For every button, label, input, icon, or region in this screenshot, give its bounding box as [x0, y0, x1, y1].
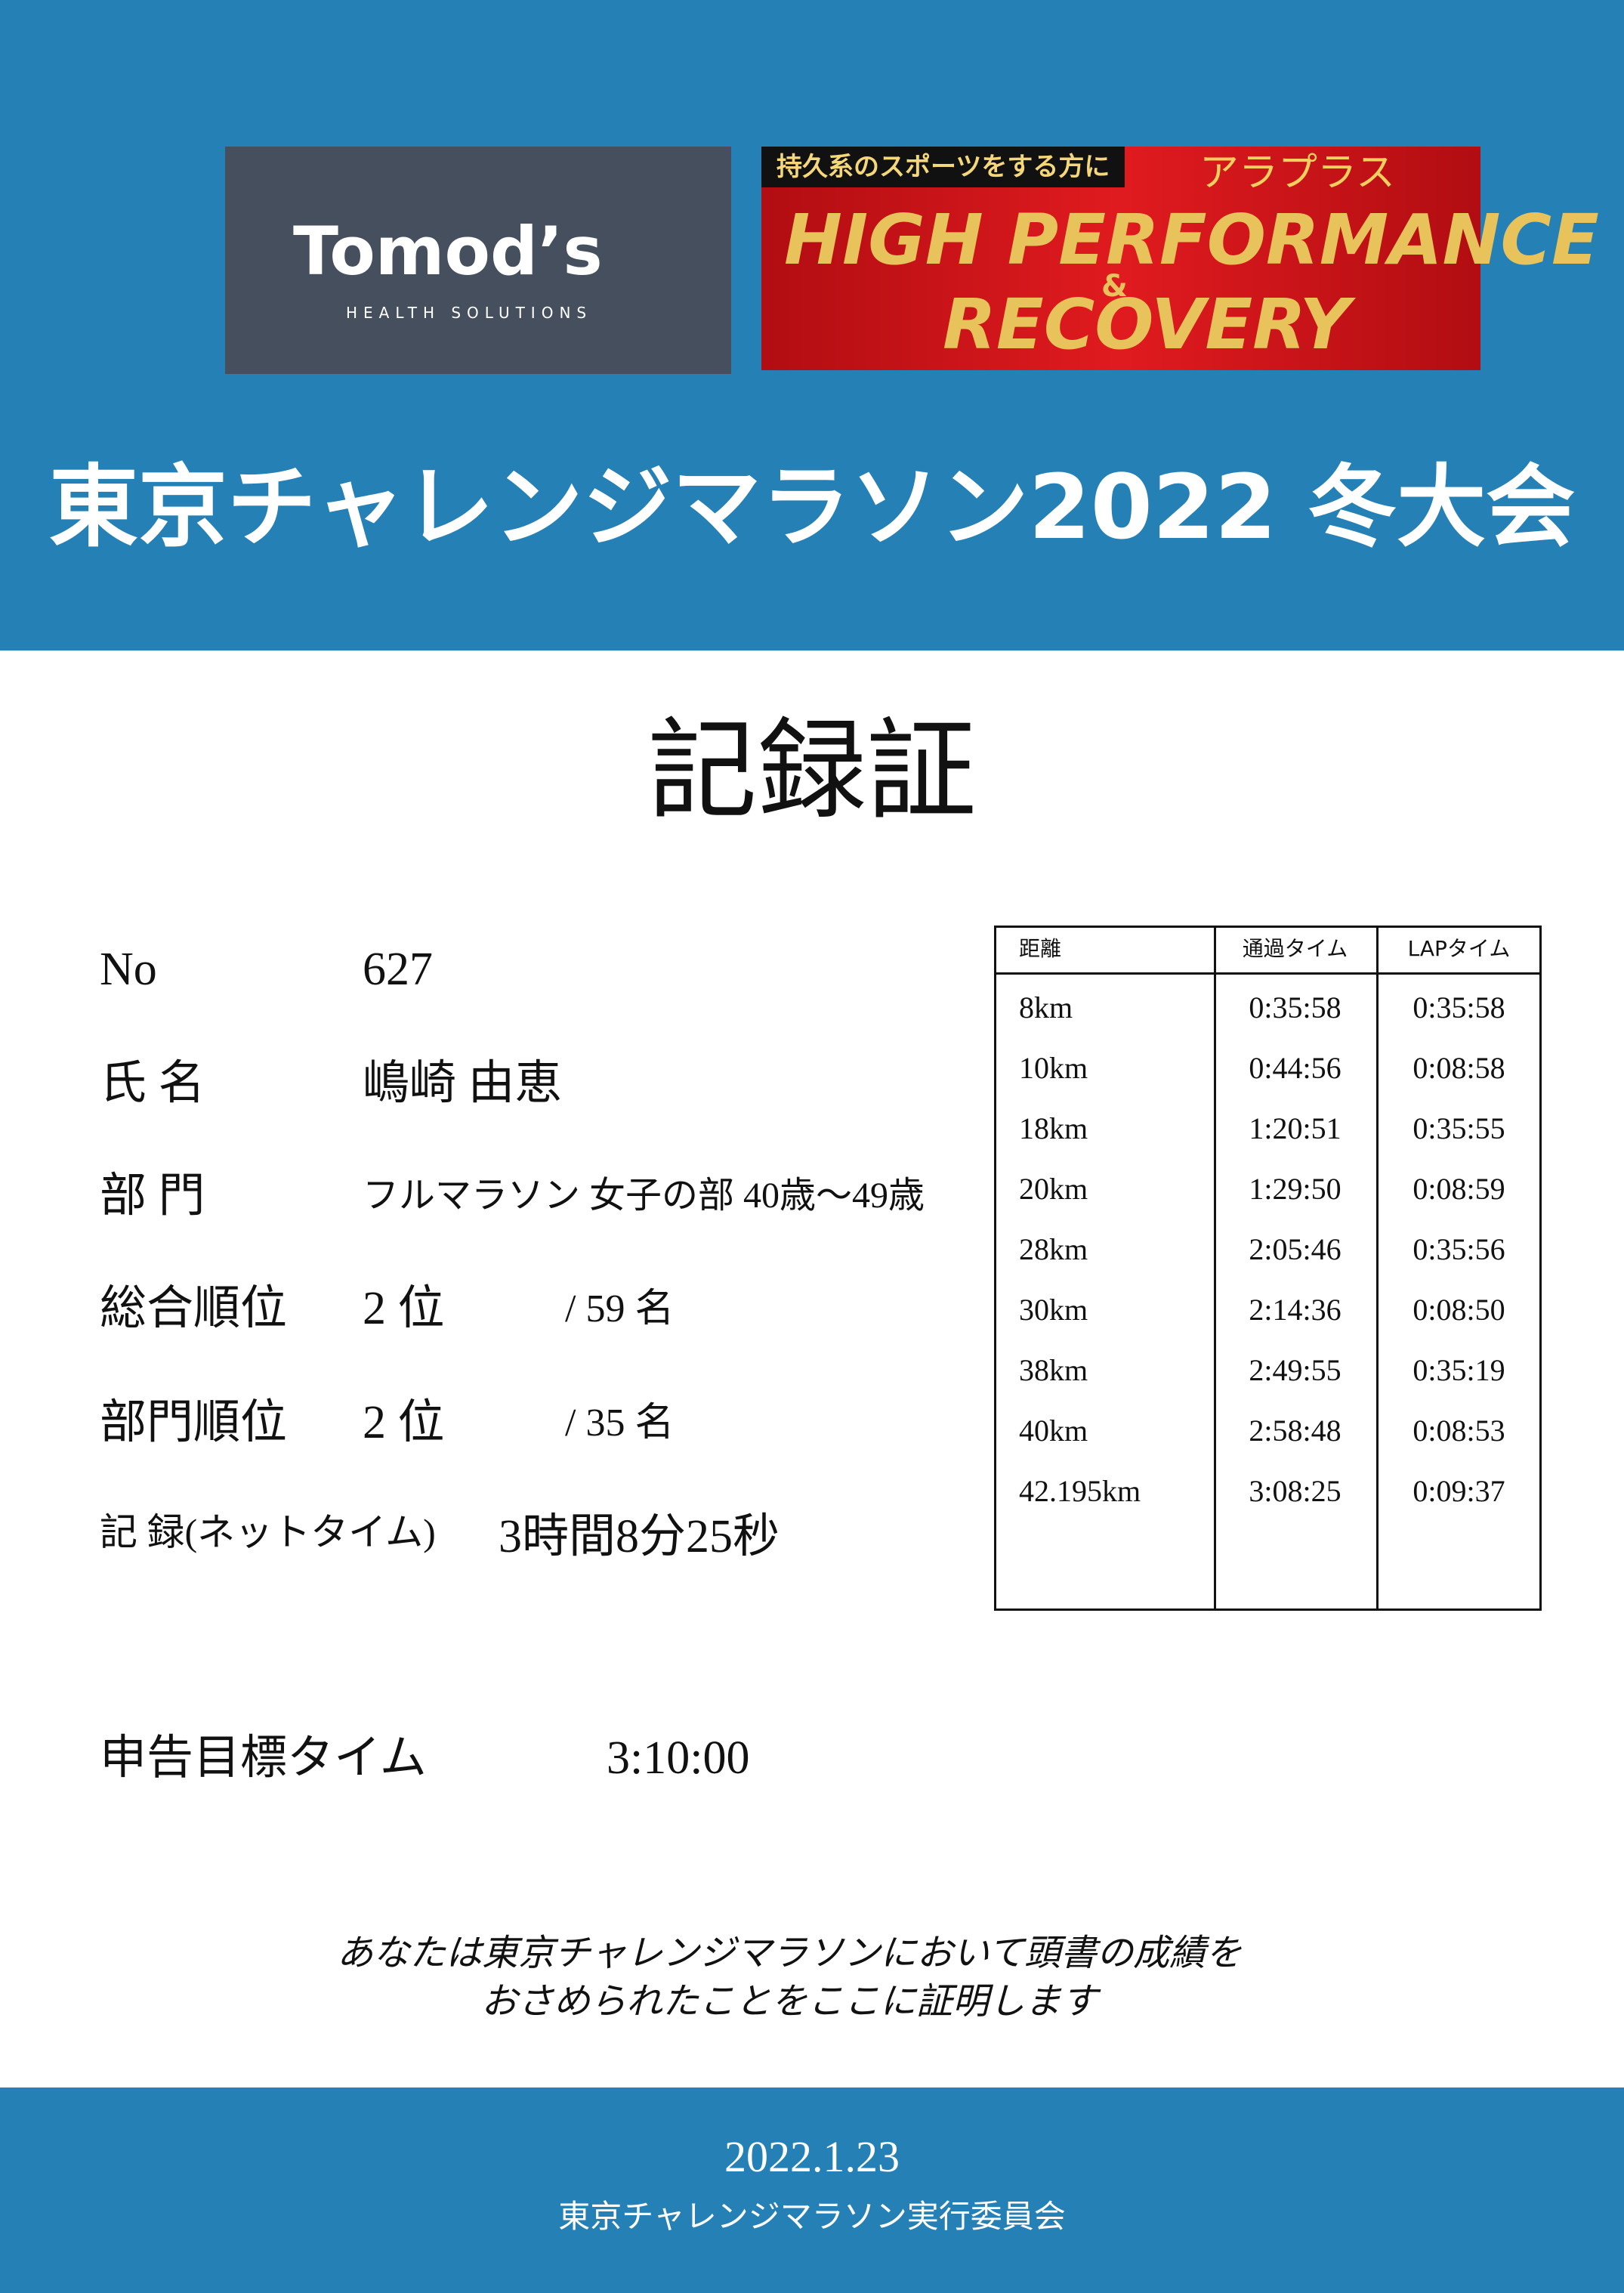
banner-lead: 持久系のスポーツをする方に	[761, 147, 1125, 187]
field-label: 総合順位	[100, 1283, 288, 1334]
field-value: 2 位	[363, 1283, 445, 1334]
table-cell: 0:35:58	[1413, 990, 1505, 1024]
event-title: 東京チャレンジマラソン2022 冬大会	[48, 455, 1576, 559]
banner-product: アラプラス	[1199, 152, 1395, 195]
field-value: 2 位	[363, 1397, 445, 1448]
field-value: フルマラソン 女子の部 40歳～49歳	[363, 1176, 925, 1216]
target-label: 申告目標タイム	[100, 1732, 427, 1784]
table-cell: 2:05:46	[1249, 1232, 1341, 1266]
table-cell: 42.195km	[1019, 1474, 1141, 1508]
field-label: 部 門	[100, 1170, 205, 1222]
table-cell: 3:08:25	[1249, 1474, 1341, 1508]
header-rule	[996, 972, 1539, 975]
banner-line2: RECOVERY	[943, 284, 1351, 365]
logo-brand: Tomod’s	[293, 212, 603, 290]
table-cell: 0:35:19	[1413, 1353, 1505, 1387]
table-cell: 2:49:55	[1249, 1353, 1341, 1387]
table-cell: 0:08:59	[1413, 1172, 1505, 1206]
field-label: 部門順位	[100, 1397, 288, 1448]
table-cell: 0:09:37	[1413, 1474, 1505, 1508]
col-rule	[1214, 928, 1216, 1608]
table-cell: 8km	[1019, 990, 1073, 1024]
table-header: 通過タイム	[1242, 936, 1348, 961]
table-cell: 10km	[1019, 1051, 1088, 1085]
field-value: 嶋崎 由恵	[363, 1058, 562, 1109]
banner-amp: &	[1101, 269, 1128, 304]
table-cell: 1:29:50	[1249, 1172, 1341, 1206]
field-total: / 35 名	[565, 1401, 675, 1445]
logo-tagline: HEALTH SOLUTIONS	[346, 304, 593, 322]
split-table: 距離 通過タイム LAPタイム 8km 0:35:58 0:35:58 10km 0:44:5…	[994, 926, 1542, 1611]
banner: 持久系のスポーツをする方に アラプラス HIGH PERFORMANCE & R…	[761, 147, 1599, 370]
table-cell: 0:08:58	[1413, 1051, 1505, 1085]
table-cell: 38km	[1019, 1353, 1088, 1387]
table-cell: 2:58:48	[1249, 1414, 1341, 1448]
table-cell: 0:08:50	[1413, 1293, 1505, 1327]
banner-line1: HIGH PERFORMANCE	[784, 199, 1599, 280]
table-cell: 40km	[1019, 1414, 1088, 1448]
organizer: 東京チャレンジマラソン実行委員会	[558, 2200, 1066, 2235]
table-cell: 30km	[1019, 1293, 1088, 1327]
table-cell: 2:14:36	[1249, 1293, 1341, 1327]
table-cell: 0:35:55	[1413, 1111, 1505, 1145]
field-value: 3時間8分25秒	[499, 1511, 780, 1562]
table-cell: 20km	[1019, 1172, 1088, 1206]
table-cell: 0:44:56	[1249, 1051, 1341, 1085]
statement-line: おさめられたことをここに証明します	[480, 1982, 1098, 2022]
col-rule	[1376, 928, 1379, 1608]
table-cell: 18km	[1019, 1111, 1088, 1145]
field-label: No	[100, 944, 157, 995]
table-header: 距離	[1019, 936, 1062, 961]
field-label: 記 録(ネットタイム)	[100, 1511, 436, 1553]
table-header: LAPタイム	[1407, 936, 1511, 961]
date: 2022.1.23	[724, 2132, 900, 2181]
table-cell: 0:08:53	[1413, 1414, 1505, 1448]
field-label: 氏 名	[100, 1058, 205, 1109]
target-value: 3:10:00	[607, 1732, 750, 1784]
table-cell: 0:35:58	[1249, 990, 1341, 1024]
table-cell: 1:20:51	[1249, 1111, 1341, 1145]
field-total: / 59 名	[565, 1287, 675, 1330]
footer-band	[0, 2087, 1624, 2293]
table-cell: 28km	[1019, 1232, 1088, 1266]
table-cell: 0:35:56	[1413, 1232, 1505, 1266]
logo-box: Tomod’s HEALTH SOLUTIONS	[225, 147, 731, 374]
heading: 記録証	[647, 712, 977, 833]
statement-line: あなたは東京チャレンジマラソンにおいて頭書の成績を	[336, 1933, 1243, 1973]
field-value: 627	[363, 944, 433, 995]
